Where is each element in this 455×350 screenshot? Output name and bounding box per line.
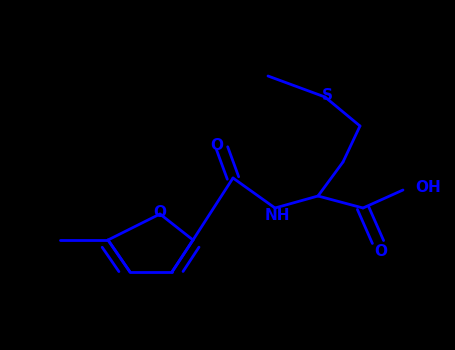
Text: NH: NH: [264, 209, 290, 224]
Text: O: O: [374, 245, 388, 259]
Text: O: O: [211, 139, 223, 154]
Text: O: O: [153, 204, 167, 219]
Text: OH: OH: [415, 181, 441, 196]
Text: S: S: [322, 89, 333, 104]
